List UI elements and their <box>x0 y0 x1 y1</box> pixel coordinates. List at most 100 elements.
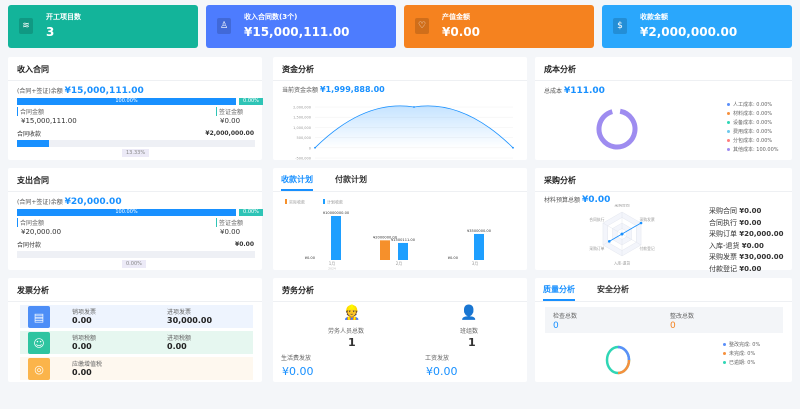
quality-summary: 检查总数 0 整改总数 0 <box>545 307 783 333</box>
visa-label: 签证金额 <box>216 107 243 116</box>
fix-label: 整改总数 <box>670 313 695 320</box>
data-label: ¥3500000.00 <box>467 229 492 233</box>
funds-panel: 资金分析 当前资金余额 ¥1,999,888.00 2,000,000 1,500… <box>273 57 527 160</box>
panel-title: 发票分析 <box>8 278 262 302</box>
expense-contract-panel: 支出合同 (合同+签证)余额 ¥20,000.00 100.00% 0.00% … <box>8 168 263 270</box>
cost-donut-chart <box>596 108 638 150</box>
workers-label: 劳务人员总数 <box>328 328 365 335</box>
y-tick-label: 500,000 <box>297 136 311 140</box>
balance-label: (合同+签证)余额 <box>17 88 63 95</box>
payment-label: 合同付款 <box>17 242 42 249</box>
contract-label: 合同金额 <box>17 107 44 116</box>
invoice-row: ▤ 销项发票 0.00 进项发票 30,000.00 <box>20 305 253 328</box>
panel-title: 资金分析 <box>273 57 527 81</box>
teams-value: 1 <box>468 336 476 349</box>
purchase-item: 采购订单 ¥20,000.00 <box>709 230 784 238</box>
purchase-item: 采购合同 ¥0.00 <box>709 207 762 215</box>
tab-collection-plan[interactable]: 收款计划 <box>281 168 313 191</box>
payment-value: ¥0.00 <box>235 241 254 248</box>
fix-value: 0 <box>670 321 676 331</box>
data-label: ¥10000000.00 <box>323 211 350 215</box>
data-point <box>413 106 415 108</box>
x-tick-label: 3月 <box>472 261 479 266</box>
bar <box>398 242 408 260</box>
radar-point <box>639 221 643 225</box>
radar-label: 采购订单 <box>589 246 604 251</box>
stat-card[interactable]: ♙ 收入合同数(3个) ¥15,000,111.00 <box>206 5 396 48</box>
tab-payment-plan[interactable]: 付款计划 <box>335 175 367 184</box>
bar <box>380 240 390 260</box>
y-tick-label: 0 <box>309 146 311 150</box>
contract-value: ¥15,000,111.00 <box>21 117 77 125</box>
balance-value: ¥15,000,111.00 <box>64 86 144 96</box>
quality-legend: 整改完成: 0% 未完成: 0% 已逾期: 0% <box>723 340 760 367</box>
panel-title: 采购分析 <box>535 168 792 192</box>
stat-title: 收入合同数(3个) <box>244 13 298 21</box>
radar-label: 合同执行 <box>589 217 604 222</box>
income-contract-panel: 收入合同 (合同+签证)余额 ¥15,000,111.00 100.00% 0.… <box>8 57 263 160</box>
tab-safety[interactable]: 安全分析 <box>597 285 629 294</box>
bar <box>474 233 484 260</box>
invoice-row: ◎ 应缴增值税 0.00 <box>20 357 253 380</box>
legend-item: 已逾期: 0% <box>723 358 760 367</box>
radar-axis <box>621 233 642 246</box>
payment-plan-panel: 收款计划 付款计划 实际收款 计划收款 ¥0.00 ¥10000000.00 1月 ¥200… <box>273 168 527 270</box>
x-tick-label: 2月 <box>396 261 403 266</box>
data-label: ¥1500111.00 <box>391 238 416 242</box>
stat-title: 开工项目数 <box>46 13 81 21</box>
visa-pct-bar: 0.00% <box>239 209 263 216</box>
radar-label: 入库-退货 <box>614 261 631 266</box>
worker-icon: 👷 <box>343 305 361 321</box>
balance-label: (合同+签证)余额 <box>17 199 63 206</box>
legend-item: 人工成本: 0.00% <box>727 100 779 109</box>
y-tick-label: 2,000,000 <box>293 106 311 110</box>
panel-title: 收入合同 <box>8 57 262 81</box>
radar-label: 采购发票 <box>640 217 655 222</box>
legend-item: 材料成本: 0.00% <box>727 109 779 118</box>
balance-label: 当前资金余额 <box>282 87 319 94</box>
legend-label: 实际收款 <box>289 199 305 205</box>
plan-bar-chart: 实际收款 计划收款 ¥0.00 ¥10000000.00 1月 ¥2000000.00¥1… <box>285 199 492 270</box>
panel-title: 成本分析 <box>535 57 792 81</box>
quality-donut-chart <box>605 345 631 375</box>
data-label: ¥2000000.00 <box>373 235 398 239</box>
budget-value: ¥0.00 <box>581 195 611 205</box>
x-tick-label: 1月 <box>329 261 336 266</box>
y-tick-label: 1,500,000 <box>293 116 311 120</box>
budget-label: 材料预算总额 <box>544 197 581 204</box>
heart-shield-icon: ♡ <box>415 18 429 34</box>
stat-card[interactable]: ♡ 产值金额 ¥0.00 <box>404 5 594 48</box>
stat-card[interactable]: ≋ 开工项目数 3 <box>8 5 198 48</box>
visa-pct-bar: 0.00% <box>239 98 263 105</box>
y-tick-label: 1,000,000 <box>293 126 311 130</box>
tab-quality[interactable]: 质量分析 <box>543 278 575 301</box>
panel-title: 支出合同 <box>8 168 262 192</box>
invoice-printer-icon: ▤ <box>28 306 50 328</box>
team-icon: 👤 <box>460 305 478 321</box>
purchase-item: 合同执行 ¥0.00 <box>709 218 762 227</box>
contract-label: 合同金额 <box>17 218 44 227</box>
stat-value: ¥2,000,000.00 <box>640 25 738 39</box>
area-fill <box>315 105 513 148</box>
legend-swatch <box>285 199 287 204</box>
y-tick-label: -500,000 <box>295 157 311 161</box>
stat-title: 产值金额 <box>442 13 470 21</box>
stamp-icon: ♙ <box>217 18 231 34</box>
workers-value: 1 <box>348 336 356 349</box>
stat-card[interactable]: $ 收款金额 ¥2,000,000.00 <box>602 5 792 48</box>
funds-line-chart: 2,000,000 1,500,000 1,000,000 500,000 0 -500,… <box>293 105 514 161</box>
legend-item: 整改完成: 0% <box>723 340 760 349</box>
panel-title: 劳务分析 <box>273 278 527 302</box>
data-point <box>512 146 514 149</box>
total-value: ¥111.00 <box>563 86 605 96</box>
legend-item: 费用成本: 0.00% <box>727 127 779 136</box>
stat-value: 3 <box>46 25 55 39</box>
visa-label: 签证金额 <box>216 218 243 227</box>
legend-item: 设备成本: 0.00% <box>727 118 779 127</box>
purchase-panel: 采购分析 材料预算总额 ¥0.00 采购合同 采购发票 付款登记 入库-退货 采购订单 合… <box>535 168 792 273</box>
legend-label: 计划收款 <box>327 199 343 205</box>
radar-axis <box>602 222 623 235</box>
money-bag-icon: $ <box>613 18 627 34</box>
legend-item: 分包成本: 0.00% <box>727 136 779 145</box>
cost-legend: 人工成本: 0.00% 材料成本: 0.00% 设备成本: 0.00% 费用成本: 0… <box>727 100 779 154</box>
